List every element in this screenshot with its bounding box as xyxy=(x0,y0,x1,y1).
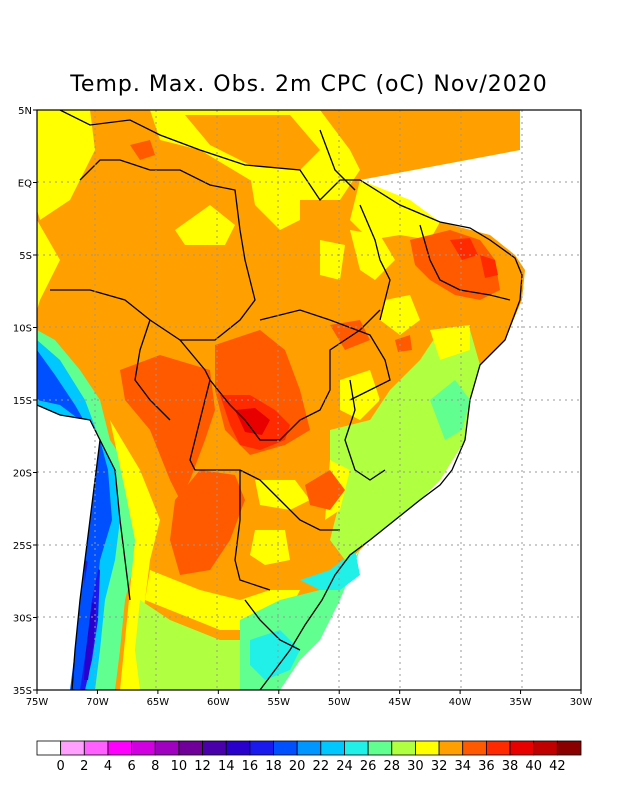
colorbar-swatch xyxy=(438,740,464,756)
colorbar-swatch xyxy=(556,740,582,756)
colorbar-label: 22 xyxy=(313,759,330,774)
colorbar-swatch xyxy=(249,740,274,756)
colorbar-swatch xyxy=(367,740,393,756)
lat-tick-label: 35S xyxy=(13,686,32,697)
colorbar-label: 42 xyxy=(549,759,566,774)
lat-tick-label: 20S xyxy=(13,469,32,480)
lat-tick-label: 15S xyxy=(13,396,32,407)
colorbar-swatch xyxy=(344,740,369,756)
lon-tick-label: 50W xyxy=(328,697,351,708)
colorbar-swatch xyxy=(202,740,227,756)
colorbar-swatch xyxy=(509,740,535,756)
grid xyxy=(37,110,581,690)
lon-tick-label: 45W xyxy=(388,697,411,708)
colorbar-label: 6 xyxy=(127,759,135,774)
lon-tick-label: 70W xyxy=(86,697,109,708)
lon-tick-label: 30W xyxy=(570,697,593,708)
colorbar-label: 30 xyxy=(407,759,424,774)
colorbar-swatch xyxy=(83,740,109,756)
colorbar-label: 12 xyxy=(194,759,211,774)
colorbar-label: 36 xyxy=(478,759,495,774)
lat-tick-label: EQ xyxy=(18,179,32,190)
lon-tick-label: 40W xyxy=(449,697,472,708)
lat-tick-label: 25S xyxy=(13,541,32,552)
colorbar-label: 14 xyxy=(218,759,235,774)
colorbar-label: 2 xyxy=(80,759,88,774)
lon-tick-label: 35W xyxy=(509,697,532,708)
colorbar-label: 10 xyxy=(171,759,188,774)
colorbar-swatch xyxy=(107,740,133,756)
colorbar-label: 32 xyxy=(431,759,448,774)
colorbar-label: 16 xyxy=(242,759,259,774)
axes: 75W 70W 65W 60W 55W 50W 45W 40W 35W 30W 5N EQ 5S 10S 1… xyxy=(13,106,592,708)
colorbar-label: 28 xyxy=(384,759,401,774)
colorbar-swatch xyxy=(296,740,322,756)
colorbar-label: 40 xyxy=(525,759,542,774)
colorbar-swatch xyxy=(415,740,440,756)
colorbar-swatch xyxy=(533,740,558,756)
lat-tick-label: 5S xyxy=(19,251,32,262)
colorbar-label: 18 xyxy=(265,759,282,774)
colorbar-label: 0 xyxy=(57,759,65,774)
colorbar-label: 8 xyxy=(151,759,159,774)
colorbar-swatch xyxy=(178,740,203,756)
lon-tick-label: 65W xyxy=(147,697,170,708)
lat-tick-label: 10S xyxy=(13,324,32,335)
colorbar: 0 2 4 6 8 10 12 14 16 18 20 22 24 26 28 30 32 34 36 38 40 42 xyxy=(36,740,582,774)
colorbar-swatch xyxy=(225,740,251,756)
colorbar-swatch xyxy=(60,740,85,756)
lon-tick-label: 55W xyxy=(267,697,290,708)
map-title: Temp. Max. Obs. 2m CPC (oC) Nov/2020 xyxy=(70,72,548,97)
colorbar-label: 26 xyxy=(360,759,377,774)
colorbar-swatch xyxy=(154,740,180,756)
colorbar-swatch xyxy=(485,740,511,756)
country-borders xyxy=(37,110,523,690)
colorbar-swatch xyxy=(131,740,156,756)
colorbar-label: 38 xyxy=(502,759,519,774)
colorbar-swatch xyxy=(36,740,62,756)
colorbar-swatch xyxy=(462,740,487,756)
colorbar-label: 20 xyxy=(289,759,306,774)
lon-tick-label: 75W xyxy=(26,697,49,708)
lon-tick-label: 60W xyxy=(207,697,230,708)
lat-tick-label: 30S xyxy=(13,614,32,625)
colorbar-swatch xyxy=(273,740,298,756)
lat-tick-label: 5N xyxy=(18,106,32,117)
colorbar-label: 24 xyxy=(336,759,353,774)
colorbar-swatch xyxy=(391,740,416,756)
colorbar-swatch xyxy=(320,740,345,756)
colorbar-label: 34 xyxy=(454,759,471,774)
colorbar-label: 4 xyxy=(104,759,112,774)
